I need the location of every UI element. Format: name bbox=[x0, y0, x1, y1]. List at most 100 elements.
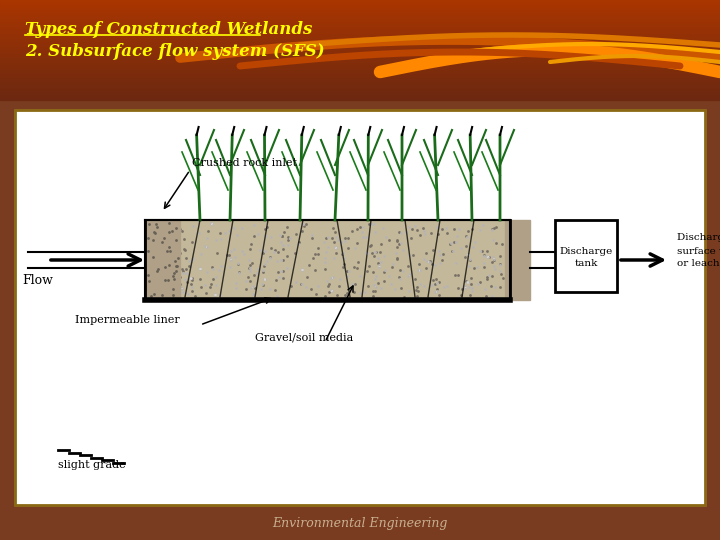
Point bbox=[383, 236, 395, 245]
Point bbox=[224, 262, 235, 271]
Point bbox=[183, 289, 194, 298]
Text: tank: tank bbox=[575, 259, 598, 267]
Point bbox=[379, 252, 390, 260]
Point bbox=[462, 277, 474, 286]
Point bbox=[278, 274, 289, 282]
Point bbox=[390, 248, 401, 257]
Point bbox=[233, 269, 245, 278]
Point bbox=[257, 265, 269, 274]
Point bbox=[376, 258, 387, 266]
Point bbox=[199, 288, 211, 297]
Point bbox=[474, 226, 485, 235]
Point bbox=[148, 219, 159, 228]
Point bbox=[312, 249, 324, 258]
Point bbox=[421, 257, 433, 266]
Polygon shape bbox=[0, 66, 720, 68]
Point bbox=[394, 228, 405, 237]
Point bbox=[461, 278, 472, 286]
Point bbox=[230, 284, 242, 292]
Point bbox=[438, 282, 450, 291]
Point bbox=[456, 243, 467, 252]
Point bbox=[251, 268, 263, 277]
Point bbox=[179, 274, 190, 283]
Point bbox=[185, 274, 197, 282]
Point bbox=[346, 279, 358, 288]
Point bbox=[361, 249, 372, 258]
Point bbox=[369, 248, 381, 256]
Point bbox=[349, 244, 361, 252]
Point bbox=[163, 275, 174, 284]
Point bbox=[431, 223, 443, 232]
Point bbox=[186, 255, 198, 264]
Point bbox=[171, 224, 182, 233]
Point bbox=[156, 238, 168, 247]
Polygon shape bbox=[0, 91, 720, 92]
Point bbox=[306, 231, 318, 239]
Point bbox=[370, 272, 382, 281]
Point bbox=[269, 246, 280, 254]
Point bbox=[469, 264, 480, 272]
Point bbox=[188, 222, 199, 231]
Point bbox=[207, 275, 219, 284]
Point bbox=[228, 224, 240, 233]
Point bbox=[282, 263, 293, 272]
Point bbox=[451, 259, 462, 267]
Point bbox=[453, 271, 464, 279]
Point bbox=[174, 248, 186, 257]
Point bbox=[358, 222, 369, 231]
Point bbox=[318, 238, 330, 246]
Point bbox=[323, 232, 334, 241]
Point bbox=[358, 222, 369, 231]
Point bbox=[477, 221, 488, 230]
Point bbox=[320, 258, 331, 266]
Text: 2. Subsurface flow system (SFS): 2. Subsurface flow system (SFS) bbox=[25, 43, 325, 59]
Point bbox=[260, 231, 271, 240]
Point bbox=[361, 249, 373, 258]
Point bbox=[204, 219, 216, 227]
Polygon shape bbox=[0, 72, 720, 74]
Point bbox=[440, 224, 451, 232]
Point bbox=[284, 234, 295, 242]
Polygon shape bbox=[15, 110, 705, 505]
Point bbox=[167, 219, 179, 227]
Point bbox=[258, 261, 269, 270]
Point bbox=[459, 281, 471, 290]
Point bbox=[260, 275, 271, 284]
Point bbox=[332, 291, 343, 299]
Point bbox=[360, 233, 372, 241]
Point bbox=[369, 281, 380, 289]
Point bbox=[210, 291, 221, 299]
Point bbox=[394, 275, 405, 284]
Text: surface water: surface water bbox=[677, 246, 720, 255]
Polygon shape bbox=[0, 37, 720, 39]
Point bbox=[369, 252, 380, 260]
Point bbox=[225, 255, 237, 264]
Point bbox=[160, 239, 171, 247]
Point bbox=[464, 291, 476, 299]
Point bbox=[444, 240, 456, 248]
Point bbox=[323, 242, 334, 251]
Point bbox=[369, 248, 381, 256]
Point bbox=[495, 260, 506, 268]
Point bbox=[414, 279, 426, 288]
Point bbox=[374, 260, 385, 269]
Point bbox=[474, 246, 486, 255]
Point bbox=[272, 267, 284, 276]
Point bbox=[403, 287, 415, 296]
Point bbox=[255, 246, 266, 254]
Point bbox=[339, 237, 351, 245]
Point bbox=[472, 280, 484, 289]
Point bbox=[174, 289, 186, 298]
Point bbox=[158, 227, 169, 235]
Polygon shape bbox=[0, 76, 720, 78]
Point bbox=[343, 267, 355, 276]
Point bbox=[490, 282, 501, 291]
Point bbox=[483, 271, 495, 279]
Point bbox=[300, 283, 312, 292]
Point bbox=[309, 266, 320, 275]
Point bbox=[321, 277, 333, 286]
Point bbox=[170, 267, 181, 275]
Point bbox=[406, 225, 418, 233]
Point bbox=[379, 252, 390, 260]
Point bbox=[202, 268, 213, 276]
